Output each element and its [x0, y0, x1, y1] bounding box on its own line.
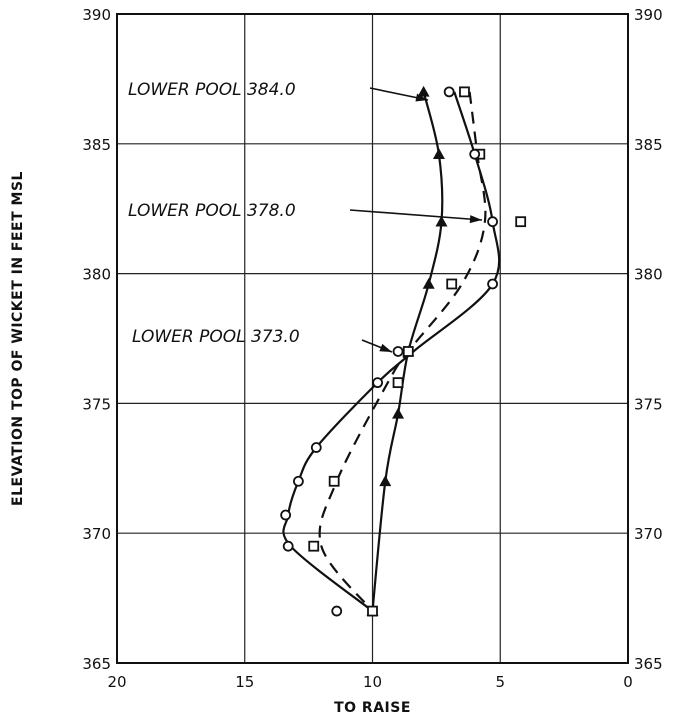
data-point-lower-pool-378-0 [459, 86, 470, 98]
data-point-lower-pool-373-0 [331, 605, 343, 617]
x-tick-label: 0 [623, 673, 633, 691]
y-tick-label-right: 370 [634, 525, 663, 543]
data-point-lower-pool-378-0 [392, 377, 404, 389]
data-point-lower-pool-384-0 [392, 407, 405, 419]
x-tick-label: 5 [495, 673, 505, 691]
data-point-lower-pool-384-0 [422, 277, 435, 289]
y-tick-label-right: 365 [634, 655, 663, 673]
series-labels: LOWER POOL 384.0 LOWER POOL 378.0 LOWER PO… [128, 80, 483, 353]
data-point-lower-pool-373-0 [443, 86, 455, 98]
data-point-lower-pool-378-0 [446, 278, 458, 290]
y-tick-label-right: 385 [634, 136, 663, 154]
series-arrowhead-lower-pool-378-0 [469, 215, 482, 224]
x-axis-title: TO RAISE [334, 700, 411, 716]
series-arrowhead-lower-pool-373-0 [379, 343, 392, 352]
data-point-lower-pool-384-0 [417, 85, 430, 97]
data-point-lower-pool-378-0 [367, 605, 378, 617]
data-point-lower-pool-378-0 [308, 540, 320, 552]
x-tick-label: 10 [363, 673, 382, 691]
y-tick-label-left: 385 [82, 136, 111, 154]
data-point-lower-pool-373-0 [487, 216, 498, 228]
data-point-lower-pool-373-0 [469, 148, 481, 160]
data-point-lower-pool-384-0 [435, 215, 448, 227]
y-tick-label-left: 390 [82, 6, 111, 24]
y-tick-label-left: 380 [82, 266, 111, 284]
data-point-lower-pool-373-0 [282, 540, 294, 552]
y-tick-label-right: 375 [634, 395, 663, 413]
x-tick-label: 15 [235, 673, 254, 691]
grid-lines [117, 14, 628, 663]
series-label-lower-pool-373-0: LOWER POOL 373.0 [132, 327, 300, 347]
x-tick-label: 20 [107, 673, 126, 691]
series-leader-lower-pool-378-0 [349, 209, 483, 221]
plot-frame [116, 13, 629, 664]
data-point-lower-pool-373-0 [310, 442, 322, 453]
y-tick-label-left: 365 [82, 655, 111, 673]
data-point-lower-pool-373-0 [392, 346, 404, 357]
series-label-lower-pool-384-0: LOWER POOL 384.0 [128, 80, 296, 100]
data-point-lower-pool-378-0 [328, 475, 340, 487]
series-markers [280, 85, 527, 617]
series-arrowhead-lower-pool-384-0 [415, 93, 428, 102]
data-point-lower-pool-384-0 [379, 475, 392, 487]
data-point-lower-pool-373-0 [293, 475, 304, 487]
data-point-lower-pool-373-0 [487, 278, 498, 290]
y-tick-label-right: 380 [634, 266, 663, 284]
y-tick-label-left: 375 [82, 395, 111, 413]
data-point-lower-pool-373-0 [280, 509, 292, 521]
data-point-lower-pool-378-0 [402, 346, 414, 357]
y-tick-label-left: 370 [82, 525, 111, 543]
data-point-lower-pool-373-0 [372, 377, 384, 389]
y-axis-title: ELEVATION TOP OF WICKET IN FEET MSL [10, 171, 26, 506]
data-point-lower-pool-384-0 [432, 148, 445, 159]
y-tick-label-right: 390 [634, 6, 663, 24]
series-label-lower-pool-378-0: LOWER POOL 378.0 [128, 201, 296, 221]
data-point-lower-pool-378-0 [515, 216, 527, 228]
